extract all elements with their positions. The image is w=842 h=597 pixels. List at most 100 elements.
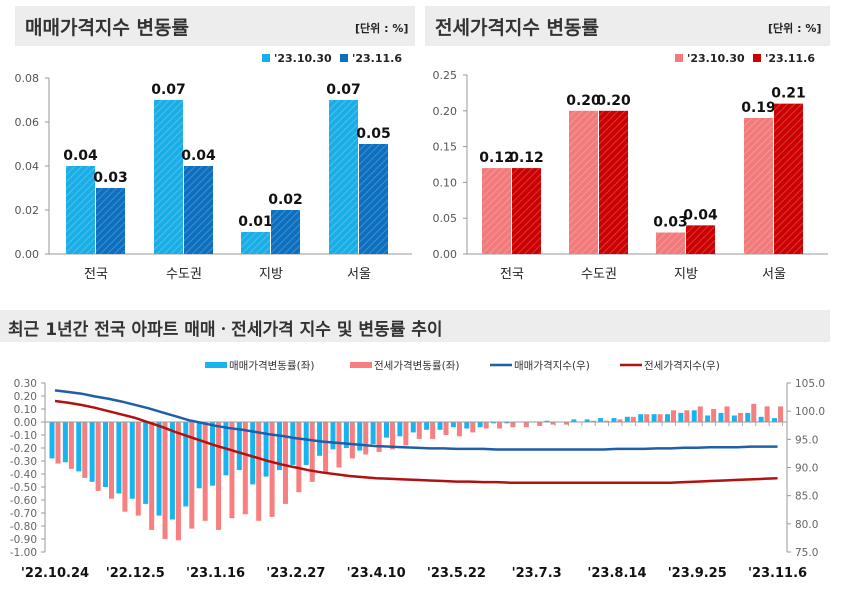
jeonse-title-bar [425, 6, 830, 46]
jeonse-rate-bar [670, 410, 676, 422]
left-tick-label: -0.70 [10, 508, 37, 520]
jeonse-rate-bar [162, 422, 168, 539]
jeonse-rate-bar [135, 422, 141, 516]
right-tick-label: 75.0 [795, 547, 818, 559]
jeonse-rate-bar [390, 422, 395, 450]
sale-unit-label: [단위 : %] [355, 22, 409, 35]
sale-rate-bar [424, 422, 430, 430]
jeonse-index-line [54, 399, 778, 484]
jeonse-rate-bar [242, 422, 248, 515]
category-label: 전국 [84, 267, 108, 282]
sale-rate-bar [384, 422, 389, 438]
sale-rate-bar [263, 422, 269, 477]
bar-hatch [482, 168, 511, 254]
data-label: 0.12 [479, 150, 514, 166]
sale-rate-bar [129, 422, 135, 499]
sale-chart-title: 매매가격지수 변동률 [25, 17, 189, 39]
sale-rate-bar [183, 422, 189, 507]
y-tick-label: 0.00 [15, 248, 40, 261]
jeonse-rate-bar [95, 422, 101, 491]
legend-swatch [340, 54, 348, 62]
legend-label: '23.10.30 [274, 52, 332, 65]
jeonse-rate-bar [202, 422, 208, 521]
jeonse-rate-bar [416, 422, 422, 439]
category-label: 서울 [762, 267, 786, 282]
x-tick-label: '23.8.14 [587, 566, 646, 581]
sale-rate-bar [210, 422, 216, 486]
x-tick-label: '23.5.22 [427, 566, 486, 581]
bar-hatch [241, 232, 270, 254]
data-label: 0.20 [596, 93, 631, 109]
sale-rate-bar [611, 418, 617, 422]
sale-rate-bar [370, 422, 376, 445]
sale-rate-bar [491, 422, 497, 424]
x-tick-label: '23.11.6 [748, 566, 807, 581]
bar-hatch [656, 232, 685, 254]
data-label: 0.20 [566, 93, 601, 109]
category-label: 수도권 [581, 267, 617, 282]
x-tick-label: '23.4.10 [347, 566, 406, 581]
bar-hatch [359, 144, 388, 254]
right-tick-label: 85.0 [795, 491, 818, 503]
x-tick-label: '23.9.25 [668, 566, 727, 581]
jeonse-rate-bar [269, 422, 275, 517]
legend-swatch [350, 362, 372, 368]
sale-rate-bar [437, 422, 443, 430]
x-tick-label: '23.7.3 [512, 566, 562, 581]
sale-rate-bar [62, 422, 68, 463]
jeonse-rate-bar [443, 422, 449, 435]
jeonse-rate-bar [697, 406, 703, 422]
jeonse-unit-label: [단위 : %] [768, 22, 822, 35]
data-label: 0.02 [268, 192, 303, 208]
sale-rate-bar [290, 422, 296, 465]
bar-hatch [154, 100, 183, 254]
sale-rate-bar [317, 422, 323, 456]
legend-label: '23.11.6 [765, 52, 815, 65]
legend-label: 전세가격변동률(좌) [374, 359, 459, 372]
jeonse-rate-bar [456, 422, 462, 437]
data-label: 0.05 [356, 126, 391, 142]
legend-label: '23.10.30 [687, 52, 745, 65]
jeonse-chart-title: 전세가격지수 변동률 [435, 17, 599, 39]
jeonse-rate-bar [309, 422, 315, 482]
sale-rate-bar [464, 422, 470, 429]
sale-rate-bar [664, 414, 670, 422]
jeonse-rate-bar [617, 419, 623, 422]
sale-rate-bar [450, 422, 456, 428]
bar-hatch [271, 210, 300, 254]
y-tick-label: 0.25 [433, 69, 458, 82]
bar-hatch [569, 110, 598, 254]
left-tick-label: -0.40 [10, 469, 37, 481]
sale-rate-bar [410, 422, 416, 433]
data-label: 0.07 [151, 82, 186, 98]
jeonse-rate-bar [229, 422, 235, 519]
y-tick-label: 0.15 [433, 141, 458, 154]
bar-hatch [66, 166, 95, 254]
left-tick-label: 0.10 [14, 404, 37, 416]
jeonse-rate-bar [497, 422, 503, 429]
sale-rate-bar [758, 416, 764, 422]
sale-rate-bar [89, 422, 95, 482]
left-tick-label: 0.20 [14, 391, 37, 403]
bar-hatch [96, 188, 125, 254]
legend-label: 매매가격변동률(좌) [229, 359, 314, 372]
left-tick-label: -0.20 [10, 443, 37, 455]
data-label: 0.19 [741, 100, 776, 116]
x-tick-label: '22.12.5 [106, 566, 165, 581]
category-label: 서울 [347, 267, 371, 282]
sale-rate-bar [691, 410, 697, 422]
y-tick-label: 0.06 [15, 116, 40, 129]
sale-rate-bar [584, 419, 590, 422]
y-tick-label: 0.08 [15, 72, 40, 85]
category-label: 전국 [500, 267, 524, 282]
jeonse-rate-bar [590, 420, 596, 422]
data-label: 0.03 [93, 170, 128, 186]
sale-rate-bar [544, 420, 550, 422]
jeonse-rate-bar [563, 422, 569, 425]
left-tick-label: -0.10 [10, 430, 37, 442]
sale-rate-bar [250, 422, 256, 485]
jeonse-rate-bar [336, 422, 342, 468]
bar-hatch [184, 166, 213, 254]
sale-rate-bar [343, 422, 349, 448]
legend-swatch [675, 54, 683, 62]
